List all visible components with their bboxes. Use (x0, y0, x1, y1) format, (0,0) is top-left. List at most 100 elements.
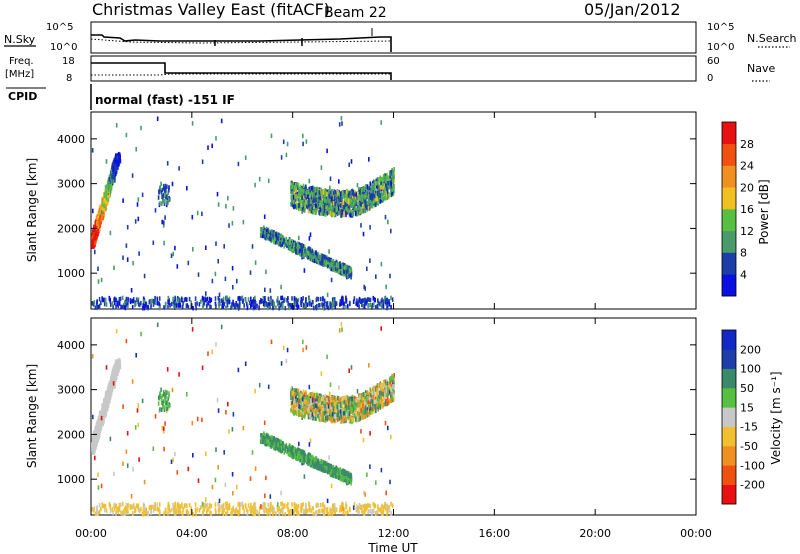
power-cell (302, 296, 304, 301)
velocity-cell (303, 510, 306, 515)
power-cell (268, 236, 271, 241)
power-cell (118, 301, 121, 306)
velocity-cell (377, 504, 379, 509)
power-cell (112, 171, 115, 177)
power-cell (215, 136, 217, 141)
power-cell (290, 189, 292, 195)
power-cell (327, 260, 329, 265)
power-cell (323, 194, 326, 199)
power-cell (391, 178, 393, 183)
power-cell (328, 210, 330, 215)
power-cell (216, 191, 219, 197)
power-cell (331, 297, 334, 302)
power-cell (331, 190, 333, 195)
power-cell (368, 191, 371, 196)
power-cell (325, 204, 328, 210)
velocity-cell (359, 505, 362, 510)
power-cell (309, 247, 312, 252)
power-cell (262, 233, 265, 239)
power-cell (348, 212, 351, 217)
power-cell (382, 299, 385, 304)
power-cell (294, 197, 297, 202)
power-cell (300, 246, 303, 252)
power-cell (136, 202, 139, 207)
velocity-cell (109, 504, 111, 509)
power-cell (236, 278, 238, 284)
power-cell (387, 181, 389, 186)
velocity-cell (355, 507, 357, 512)
velocity-cell (319, 509, 321, 514)
power-cell (375, 202, 377, 207)
power-cell (132, 260, 134, 266)
velocity-cell (293, 506, 296, 511)
power-cell (345, 267, 347, 273)
power-cell (109, 298, 111, 303)
power-cell (263, 230, 266, 235)
power-cell (341, 263, 343, 269)
power-cell (273, 236, 276, 241)
power-cell (308, 297, 311, 302)
velocity-cell (169, 509, 171, 514)
power-cell (95, 221, 98, 226)
velocity-cell (383, 504, 386, 509)
date-label: 05/Jan/2012 (584, 0, 681, 19)
velocity-cell (142, 509, 144, 514)
power-cell (103, 203, 105, 209)
power-cell (309, 232, 312, 237)
power-cell (114, 300, 116, 306)
power-cell (325, 257, 328, 262)
power-cell (382, 174, 385, 179)
power-cell (134, 302, 136, 308)
power-cell (311, 248, 314, 254)
power-cell (315, 250, 317, 256)
velocity-cell (196, 507, 198, 512)
power-cell (280, 233, 282, 238)
power-cell (305, 297, 307, 302)
power-cell (339, 264, 341, 270)
power-cell (101, 197, 103, 203)
power-cell (364, 184, 367, 189)
power-cell (327, 257, 329, 263)
velocity-cell (247, 503, 250, 508)
power-cell (281, 237, 284, 243)
power-cell (345, 273, 348, 278)
velocity-cell (186, 503, 188, 508)
colorbar-tick-label: 16 (740, 203, 754, 216)
power-cell (158, 296, 161, 301)
velocity-cell (382, 509, 385, 515)
power-cell (317, 260, 320, 265)
power-cell (303, 208, 306, 213)
power-cell (309, 206, 312, 211)
power-cell (392, 178, 394, 184)
velocity-cell (323, 504, 326, 509)
power-cell (384, 214, 387, 220)
power-cell (376, 304, 379, 309)
power-cell (294, 185, 296, 191)
velocity-cell (372, 501, 375, 507)
power-cell (283, 298, 285, 303)
power-cell (298, 192, 300, 198)
power-cell (380, 261, 383, 267)
power-cell (345, 298, 348, 303)
cpid-label: CPID (8, 90, 37, 103)
power-cell (380, 176, 382, 182)
power-cell (350, 268, 353, 273)
power-cell (313, 258, 316, 264)
power-cell (370, 192, 373, 198)
power-cell (333, 195, 336, 201)
power-cell (116, 300, 118, 306)
power-cell (112, 304, 114, 310)
power-cell (267, 228, 269, 233)
power-cell (279, 241, 281, 246)
velocity-cell (310, 508, 313, 513)
velocity-cell (252, 510, 255, 516)
power-cell (177, 298, 179, 303)
power-cell (290, 194, 293, 200)
power-cell (178, 303, 180, 308)
power-cell (99, 204, 101, 209)
velocity-cell (286, 504, 288, 509)
power-cell (291, 247, 293, 253)
power-cell (251, 302, 253, 307)
power-cell (218, 292, 221, 298)
power-cell (317, 207, 319, 213)
